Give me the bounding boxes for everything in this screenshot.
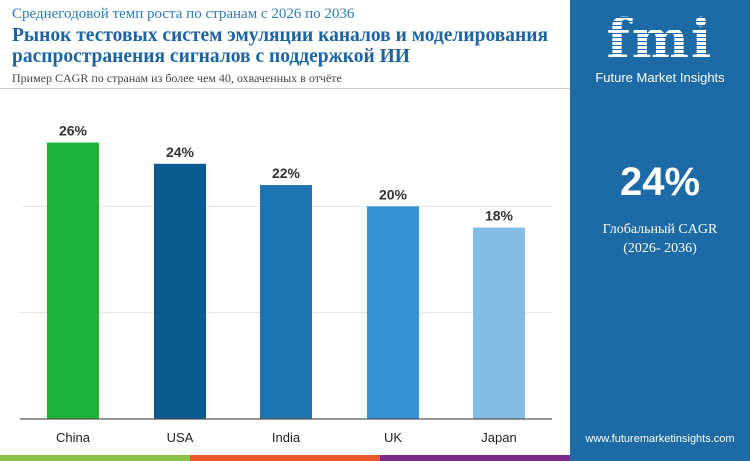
x-tick-label: Japan	[481, 430, 516, 445]
chart-note: Пример CAGR по странам из более чем 40, …	[12, 71, 342, 85]
stripe-purple	[380, 455, 570, 461]
data-label: 20%	[379, 186, 408, 202]
bar-japan	[473, 227, 525, 419]
data-label: 26%	[59, 123, 88, 139]
fmi-logo: fmi Future Market Insights	[570, 10, 750, 85]
bar-chart: 26% China 24% USA 22% India 20% UK 18% Japan	[20, 123, 552, 445]
cagr-label: Глобальный CAGR	[602, 222, 718, 237]
x-tick-label: China	[56, 430, 91, 445]
bar-china	[47, 142, 99, 419]
data-label: 18%	[485, 208, 514, 224]
bar-usa	[154, 163, 206, 419]
logo-mark: fmi	[570, 10, 750, 68]
cagr-period: (2026- 2036)	[623, 241, 697, 256]
side-panel: fmi Future Market Insights 24% Глобальны…	[570, 0, 750, 461]
divider	[0, 88, 570, 89]
global-cagr-value: 24%	[619, 160, 701, 204]
stripe-green	[0, 455, 190, 461]
bar-uk	[367, 206, 419, 419]
brand-name: Future Market Insights	[595, 70, 725, 85]
data-label: 24%	[166, 144, 195, 160]
stripe-orange	[190, 455, 380, 461]
x-tick-label: UK	[384, 430, 402, 445]
x-tick-label: USA	[167, 430, 194, 445]
global-cagr-label: Глобальный CAGR (2026- 2036)	[570, 220, 750, 258]
data-label: 22%	[272, 165, 301, 181]
subtitle: Среднегодовой темп роста по странам с 20…	[12, 6, 355, 22]
x-tick-label: India	[272, 430, 301, 445]
bar-india	[260, 185, 312, 419]
chart-title: Рынок тестовых систем эмуляции каналов и…	[12, 25, 549, 67]
website-link[interactable]: www.futuremarketinsights.com	[585, 433, 735, 445]
